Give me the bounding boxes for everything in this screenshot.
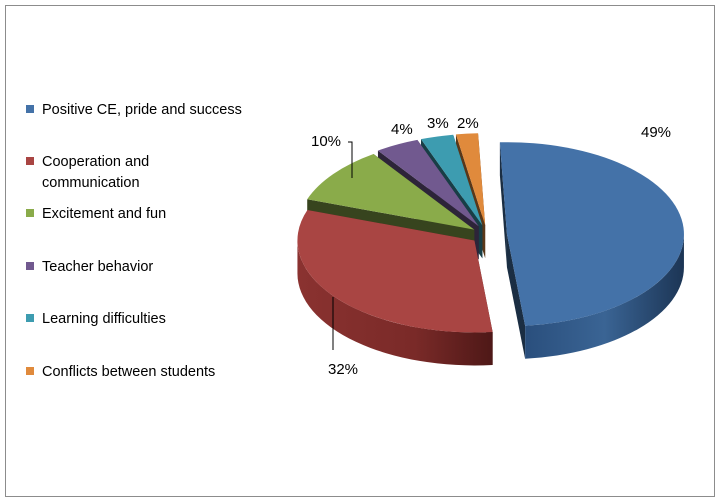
slice-excitement bbox=[307, 154, 475, 230]
legend-label: Cooperation and communication bbox=[42, 154, 150, 191]
slice-teacher bbox=[377, 139, 479, 227]
legend-swatch bbox=[26, 105, 34, 113]
legend-swatch bbox=[26, 262, 34, 270]
pie-tops bbox=[297, 133, 684, 333]
legend-item-positive-ce: Positive CE, pride and success bbox=[26, 100, 242, 121]
data-label-2pct: 2% bbox=[457, 115, 479, 132]
legend-swatch bbox=[26, 367, 34, 375]
data-label-3pct: 3% bbox=[427, 115, 449, 132]
label-leaders bbox=[332, 141, 353, 350]
legend-item-cooperation: Cooperation and communication bbox=[26, 152, 149, 194]
data-label-4pct: 4% bbox=[391, 121, 413, 138]
legend-swatch bbox=[26, 209, 34, 217]
legend-item-learning: Learning difficulties bbox=[26, 309, 166, 330]
slice-edge-cooperation bbox=[297, 240, 493, 366]
slice-conflicts bbox=[455, 133, 486, 226]
data-labels: 49% 32% 10% 4% 3% 2% bbox=[311, 115, 671, 378]
slice-cooperation bbox=[297, 210, 493, 333]
legend-item-excitement: Excitement and fun bbox=[26, 204, 166, 225]
slice-edge-positive-ce bbox=[525, 234, 684, 359]
slice-learning bbox=[420, 134, 483, 226]
legend-swatch bbox=[26, 157, 34, 165]
slice-wall-positive-ce bbox=[506, 234, 526, 359]
legend-label: Learning difficulties bbox=[42, 311, 166, 327]
data-label-10pct: 10% bbox=[311, 133, 341, 150]
leader-line-10pct bbox=[348, 141, 353, 178]
slice-side-positive-ce bbox=[499, 142, 684, 359]
legend-label: Conflicts between students bbox=[42, 364, 216, 380]
legend-label: Positive CE, pride and success bbox=[42, 102, 242, 118]
legend-item-teacher: Teacher behavior bbox=[26, 257, 153, 278]
legend-swatch bbox=[26, 314, 34, 322]
legend-label: Excitement and fun bbox=[42, 206, 167, 222]
slice-positive-ce bbox=[499, 142, 684, 326]
legend-label: Teacher behavior bbox=[42, 259, 154, 275]
data-label-49pct: 49% bbox=[641, 124, 671, 141]
slice-wall-positive-ce bbox=[499, 142, 507, 268]
data-label-32pct: 32% bbox=[328, 361, 358, 378]
legend-item-conflicts: Conflicts between students bbox=[26, 362, 215, 383]
